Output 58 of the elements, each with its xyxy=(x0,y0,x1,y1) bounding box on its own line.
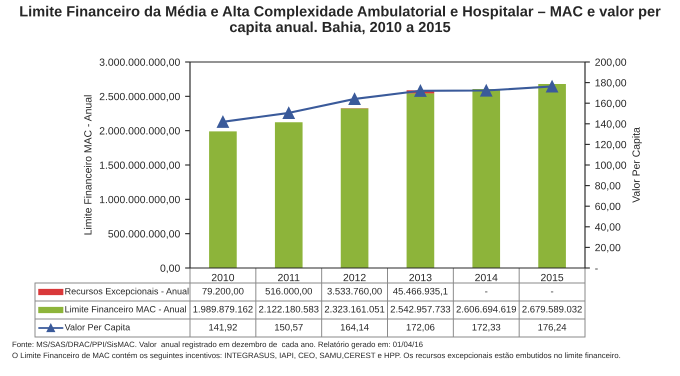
point xyxy=(216,116,229,128)
point xyxy=(282,106,295,119)
bar xyxy=(406,93,434,268)
y-tick-label: 2.000.000.000,00 xyxy=(100,127,180,136)
bar xyxy=(472,89,500,268)
data-label: 141,92 xyxy=(209,324,237,332)
y2-tick-label: 80,00 xyxy=(595,182,620,191)
y2-tick-label: 40,00 xyxy=(594,223,620,232)
point xyxy=(480,84,492,97)
x-tick-label: 2014 xyxy=(475,274,498,282)
data-label: 176,24 xyxy=(538,324,566,332)
y-tick-label: 0,00 xyxy=(160,264,180,274)
y2-axis-title: Valor Per Capita xyxy=(632,127,642,203)
bar xyxy=(340,108,368,268)
legend-label: Limite Financeiro MAC - Anual xyxy=(65,306,186,312)
y2-tick-label: 20,00 xyxy=(595,244,620,253)
x-tick-label: 2013 xyxy=(409,274,432,282)
y2-tick-label: 100,00 xyxy=(596,162,626,170)
x-tick-label: 2015 xyxy=(541,274,564,282)
data-label: 2.542.957.733 xyxy=(390,306,450,313)
data-label: 2.606.694.619 xyxy=(456,306,516,313)
data-label: 2.122.180.583 xyxy=(259,306,319,313)
point xyxy=(546,80,558,93)
legend-label: Recursos Excepcionais - Anual xyxy=(65,288,188,296)
data-label: 2.323.161.051 xyxy=(324,306,384,313)
y2-tick-label: 200,00 xyxy=(595,58,626,68)
data-label: 2.679.589.032 xyxy=(522,306,582,313)
y2-tick-label: 160,00 xyxy=(596,100,626,108)
x-tick-label: 2012 xyxy=(344,274,366,282)
x-tick-label: 2011 xyxy=(278,274,300,282)
data-label: 172,33 xyxy=(472,324,500,332)
data-label: 3.533.760,00 xyxy=(327,288,382,296)
data-label: 45.466.935,1 xyxy=(393,288,448,296)
y-tick-label: 1.500.000.000,00 xyxy=(100,162,180,170)
point xyxy=(414,84,426,97)
data-label: 164,14 xyxy=(340,324,369,332)
data-label: 79.200,00 xyxy=(202,288,244,296)
y-tick-label: 3.000.000.000,00 xyxy=(100,58,180,68)
y-tick-label: 1.000.000.000,00 xyxy=(100,196,180,204)
point xyxy=(348,92,361,106)
data-label: 516.000,00 xyxy=(265,288,312,296)
x-tick-label: 2010 xyxy=(212,274,234,282)
y2-tick-label: 140,00 xyxy=(596,120,626,129)
y-axis-title: Limite Financeiro MAC - Anual xyxy=(84,95,92,234)
data-label: 150,57 xyxy=(275,324,303,332)
y-tick-label: 2.500.000.000,00 xyxy=(100,92,180,102)
y2-tick-label: - xyxy=(595,268,598,270)
y2-tick-label: 180,00 xyxy=(596,79,626,88)
bar xyxy=(274,122,303,268)
legend-label: Valor Per Capita xyxy=(64,324,130,332)
data-label: 1.989.879.162 xyxy=(193,306,253,313)
bar xyxy=(209,131,237,268)
chart-title: Limite Financeiro da Média e Alta Complexidade Ambulatorial e Hospitalar – MAC e valor per capita anual. Bahia, 2010 a 2015 xyxy=(20,6,661,36)
bar xyxy=(538,84,566,268)
y2-tick-label: 60,00 xyxy=(595,202,620,212)
data-label: 172,06 xyxy=(406,324,434,332)
y-tick-label: 500.000.000,00 xyxy=(108,230,180,239)
y2-tick-label: 120,00 xyxy=(596,140,626,150)
